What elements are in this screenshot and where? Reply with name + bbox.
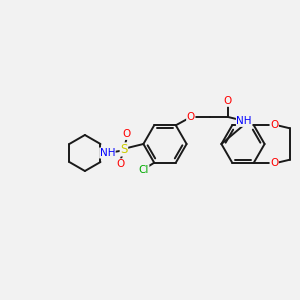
Text: S: S [120,143,128,156]
Text: O: O [123,129,131,140]
Text: O: O [224,96,232,106]
Text: O: O [270,158,278,168]
Text: NH: NH [100,148,115,158]
Text: NH: NH [236,116,252,126]
Text: O: O [116,159,124,169]
Text: Cl: Cl [139,165,149,175]
Text: O: O [187,112,195,122]
Text: O: O [270,120,278,130]
